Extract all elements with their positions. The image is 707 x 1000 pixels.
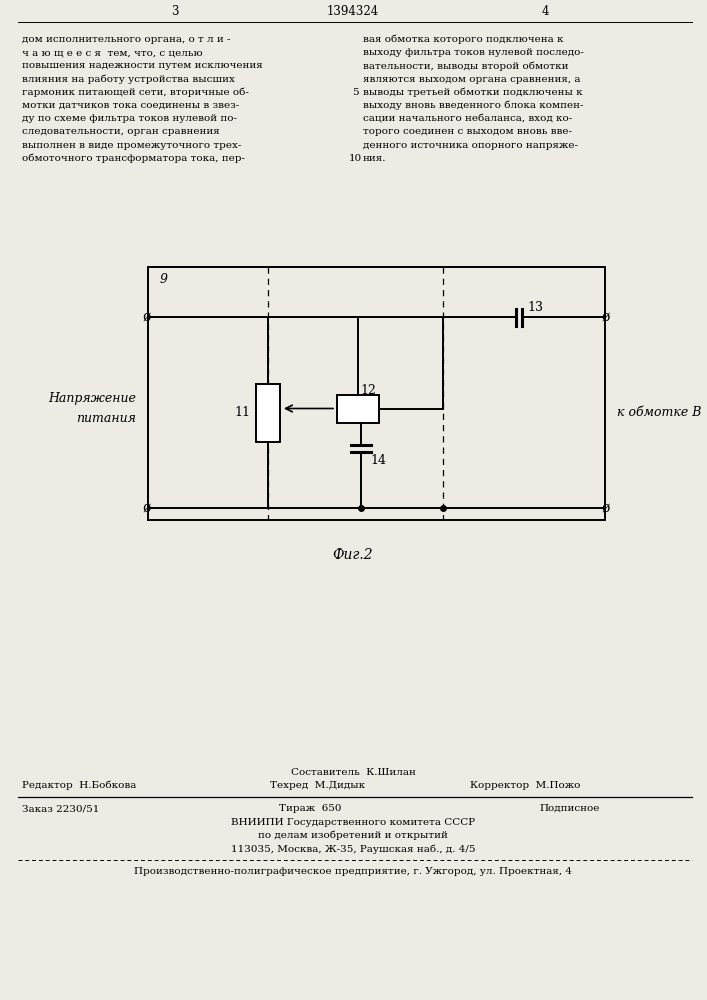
- Text: выходу вновь введенного блока компен-: выходу вновь введенного блока компен-: [363, 101, 583, 110]
- Text: обмоточного трансформатора тока, пер-: обмоточного трансформатора тока, пер-: [22, 154, 245, 163]
- Bar: [337, 394, 379, 422]
- Text: ду по схеме фильтра токов нулевой по-: ду по схеме фильтра токов нулевой по-: [22, 114, 237, 123]
- Text: влияния на работу устройства высших: влияния на работу устройства высших: [22, 75, 235, 84]
- Text: ния.: ния.: [363, 154, 387, 163]
- Text: дом исполнительного органа, о т л и -: дом исполнительного органа, о т л и -: [22, 35, 230, 44]
- Text: Техред  М.Дидык: Техред М.Дидык: [270, 781, 365, 790]
- Text: денного источника опорного напряже-: денного источника опорного напряже-: [363, 141, 578, 150]
- Text: вательности, выводы второй обмотки: вательности, выводы второй обмотки: [363, 61, 568, 71]
- Text: Заказ 2230/51: Заказ 2230/51: [22, 804, 100, 813]
- Text: ø: ø: [143, 501, 151, 515]
- Text: Подписное: Подписное: [540, 804, 600, 813]
- Text: следовательности, орган сравнения: следовательности, орган сравнения: [22, 127, 220, 136]
- Text: торого соединен с выходом вновь вве-: торого соединен с выходом вновь вве-: [363, 127, 572, 136]
- Text: вая обмотка которого подключена к: вая обмотка которого подключена к: [363, 35, 563, 44]
- Text: 5: 5: [352, 88, 358, 97]
- Text: Фиг.2: Фиг.2: [333, 548, 373, 562]
- Text: 12: 12: [360, 383, 376, 396]
- Text: по делам изобретений и открытий: по делам изобретений и открытий: [258, 831, 448, 840]
- Text: 113035, Москва, Ж-35, Раушская наб., д. 4/5: 113035, Москва, Ж-35, Раушская наб., д. …: [230, 844, 475, 854]
- Text: гармоник питающей сети, вторичные об-: гармоник питающей сети, вторичные об-: [22, 88, 249, 97]
- Text: 3: 3: [171, 5, 179, 18]
- Text: Редактор  Н.Бобкова: Редактор Н.Бобкова: [22, 781, 136, 790]
- Text: мотки датчиков тока соединены в звез-: мотки датчиков тока соединены в звез-: [22, 101, 239, 110]
- Text: Тираж  650: Тираж 650: [279, 804, 341, 813]
- Text: к обмотке B: к обмотке B: [617, 406, 701, 419]
- Text: 11: 11: [234, 406, 250, 419]
- Text: ч а ю щ е е с я  тем, что, с целью: ч а ю щ е е с я тем, что, с целью: [22, 48, 203, 57]
- Text: сации начального небаланса, вход ко-: сации начального небаланса, вход ко-: [363, 114, 572, 123]
- Text: ø: ø: [143, 310, 151, 324]
- Text: ø: ø: [602, 501, 610, 515]
- Text: 1394324: 1394324: [327, 5, 379, 18]
- Text: ВНИИПИ Государственного комитета СССР: ВНИИПИ Государственного комитета СССР: [231, 818, 475, 827]
- Bar: [256, 383, 280, 442]
- Text: Напряжение: Напряжение: [48, 392, 136, 405]
- Text: 4: 4: [542, 5, 549, 18]
- Text: ø: ø: [602, 310, 610, 324]
- Text: Производственно-полиграфическое предприятие, г. Ужгород, ул. Проектная, 4: Производственно-полиграфическое предприя…: [134, 867, 572, 876]
- Text: выполнен в виде промежуточного трех-: выполнен в виде промежуточного трех-: [22, 141, 241, 150]
- Text: 13: 13: [527, 301, 543, 314]
- Text: повышения надежности путем исключения: повышения надежности путем исключения: [22, 61, 263, 70]
- Text: Составитель  К.Шилан: Составитель К.Шилан: [291, 768, 416, 777]
- Text: питания: питания: [76, 412, 136, 425]
- Bar: [148, 267, 605, 520]
- Text: выводы третьей обмотки подключены к: выводы третьей обмотки подключены к: [363, 88, 583, 97]
- Text: Корректор  М.Пожо: Корректор М.Пожо: [470, 781, 580, 790]
- Text: являются выходом органа сравнения, а: являются выходом органа сравнения, а: [363, 75, 580, 84]
- Text: 10: 10: [349, 154, 362, 163]
- Text: 14: 14: [370, 454, 386, 468]
- Text: 9: 9: [160, 273, 168, 286]
- Text: выходу фильтра токов нулевой последо-: выходу фильтра токов нулевой последо-: [363, 48, 584, 57]
